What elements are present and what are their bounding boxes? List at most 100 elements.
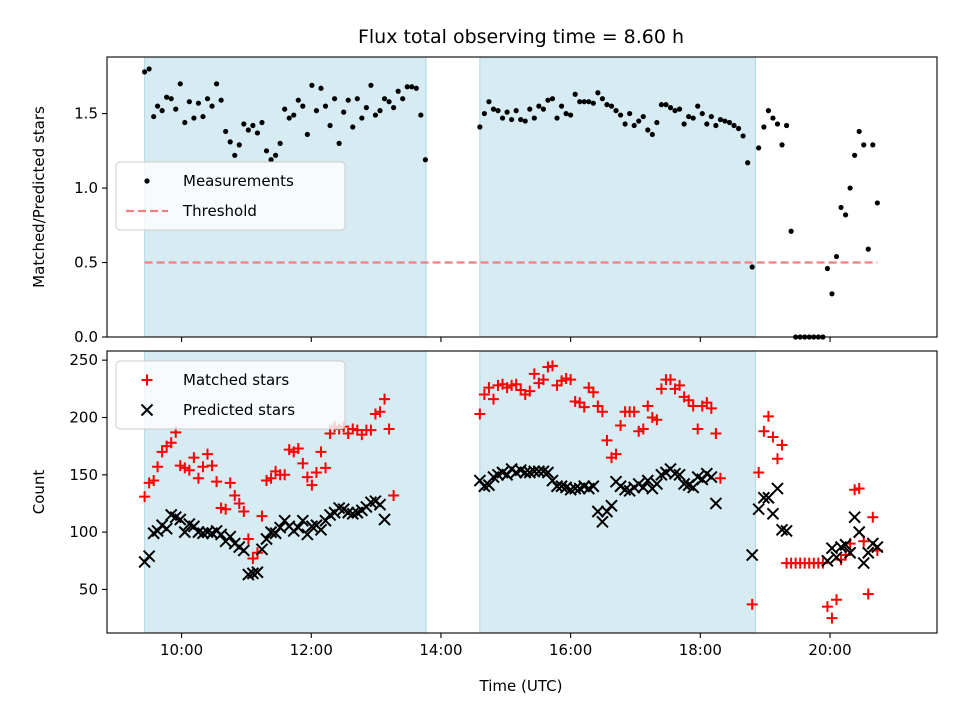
matched-stars-point-55 xyxy=(388,489,400,501)
predicted-stars-point-106 xyxy=(709,497,723,510)
measurements-point-81 xyxy=(558,103,565,109)
measurements-point-118 xyxy=(726,119,733,126)
measurements-point-7 xyxy=(173,106,179,112)
measurements-point-88 xyxy=(590,100,596,106)
predicted-stars-point-37 xyxy=(305,520,319,533)
y-tick-label-3: 200 xyxy=(69,408,98,426)
matched-stars-point-82 xyxy=(592,400,604,412)
predicted-stars-point-122 xyxy=(852,525,866,539)
measurements-point-146 xyxy=(856,128,862,135)
measurements-point-24 xyxy=(250,122,256,129)
matched-stars-point-93 xyxy=(642,400,654,412)
measurements-point-33 xyxy=(291,112,297,118)
predicted-stars-point-5 xyxy=(160,522,173,535)
matched-stars-point-64 xyxy=(510,378,522,390)
matched-stars-point-84 xyxy=(601,434,613,446)
measurements-point-127 xyxy=(770,115,776,121)
matched-stars-point-70 xyxy=(537,374,549,386)
measurements-point-18 xyxy=(223,128,229,135)
measurements-point-144 xyxy=(847,185,853,191)
matched-stars-point-102 xyxy=(683,394,695,406)
measurements-point-14 xyxy=(204,96,211,102)
predicted-stars-point-115 xyxy=(821,554,834,567)
measurements-point-50 xyxy=(368,82,374,88)
measurements-point-69 xyxy=(504,109,510,115)
matched-stars-point-12 xyxy=(192,472,204,484)
predicted-stars-point-9 xyxy=(178,525,192,539)
legend-label-threshold: Threshold xyxy=(182,202,257,220)
measurements-point-91 xyxy=(604,102,610,108)
predicted-stars-point-108 xyxy=(752,502,765,516)
measurements-point-112 xyxy=(699,110,705,117)
measurements-point-58 xyxy=(404,84,410,90)
matched-stars-point-112 xyxy=(758,425,770,437)
matched-stars-point-72 xyxy=(546,360,558,372)
matched-stars-point-40 xyxy=(320,462,332,474)
measurements-point-128 xyxy=(774,121,781,127)
measurements-point-100 xyxy=(645,127,651,133)
predicted-stars-point-120 xyxy=(843,546,857,559)
measurements-point-80 xyxy=(554,115,560,121)
measurements-point-6 xyxy=(168,96,174,102)
measurements-point-124 xyxy=(756,145,762,151)
predicted-stars-point-79 xyxy=(587,480,600,493)
predicted-stars-point-93 xyxy=(650,477,664,491)
measurements-point-43 xyxy=(336,140,342,146)
matched-stars-point-115 xyxy=(771,453,783,465)
predicted-stars-point-46 xyxy=(346,507,359,520)
measurements-point-63 xyxy=(477,124,483,130)
measurements-point-26 xyxy=(259,119,265,126)
x-tick-label-1: 12:00 xyxy=(290,641,333,659)
matched-stars-point-52 xyxy=(374,406,386,418)
y-tick-label-2: 150 xyxy=(69,466,98,484)
x-tick-label-3: 16:00 xyxy=(549,641,592,659)
measurements-point-25 xyxy=(254,130,261,136)
measurements-point-108 xyxy=(681,121,687,127)
predicted-stars-point-24 xyxy=(246,567,260,580)
y-tick-label-3: 1.5 xyxy=(74,105,98,123)
matched-stars-point-31 xyxy=(279,469,291,481)
matched-stars-point-133 xyxy=(853,483,865,495)
measurements-point-120 xyxy=(735,125,742,132)
matched-stars-point-58 xyxy=(483,382,495,394)
predicted-stars-point-19 xyxy=(223,530,237,543)
predicted-stars-point-23 xyxy=(242,568,255,581)
matched-stars-point-57 xyxy=(478,389,490,401)
predicted-stars-point-98 xyxy=(673,468,686,482)
measurements-point-15 xyxy=(209,103,215,109)
measurements-point-5 xyxy=(164,94,170,100)
measurements-point-23 xyxy=(245,127,251,133)
measurements-point-19 xyxy=(227,139,233,145)
measurements-point-1 xyxy=(146,66,152,72)
legend-label-predicted-stars: Predicted stars xyxy=(183,401,295,419)
measurements-point-106 xyxy=(672,108,678,114)
matched-stars-point-96 xyxy=(655,383,667,395)
measurements-point-21 xyxy=(236,142,242,148)
matched-stars-point-26 xyxy=(256,510,268,522)
shaded-interval-1 xyxy=(479,56,756,338)
predicted-stars-point-75 xyxy=(568,482,582,495)
measurements-point-45 xyxy=(345,97,351,103)
measurements-point-70 xyxy=(509,116,515,123)
measurements-point-75 xyxy=(531,115,537,121)
measurements-point-111 xyxy=(695,103,701,109)
legend: Measurements Threshold xyxy=(115,161,346,231)
measurements-point-39 xyxy=(318,85,324,91)
predicted-stars-point-126 xyxy=(871,540,884,554)
matched-stars-point-23 xyxy=(242,533,254,545)
matched-stars-point-79 xyxy=(578,401,590,413)
matched-stars-point-38 xyxy=(310,467,322,479)
measurements-point-145 xyxy=(852,152,858,158)
predicted-stars-point-83 xyxy=(605,499,618,512)
predicted-stars-point-99 xyxy=(677,477,691,491)
matched-stars-point-76 xyxy=(565,374,577,386)
predicted-stars-point-52 xyxy=(373,498,387,511)
measurements-point-87 xyxy=(586,99,592,105)
measurements-point-109 xyxy=(686,113,692,120)
measurements-point-147 xyxy=(861,142,867,148)
measurements-point-4 xyxy=(159,108,165,114)
predicted-stars-point-124 xyxy=(862,546,875,559)
measurements-point-97 xyxy=(631,122,637,129)
predicted-stars-point-113 xyxy=(775,523,789,537)
measurements-point-67 xyxy=(495,108,501,114)
